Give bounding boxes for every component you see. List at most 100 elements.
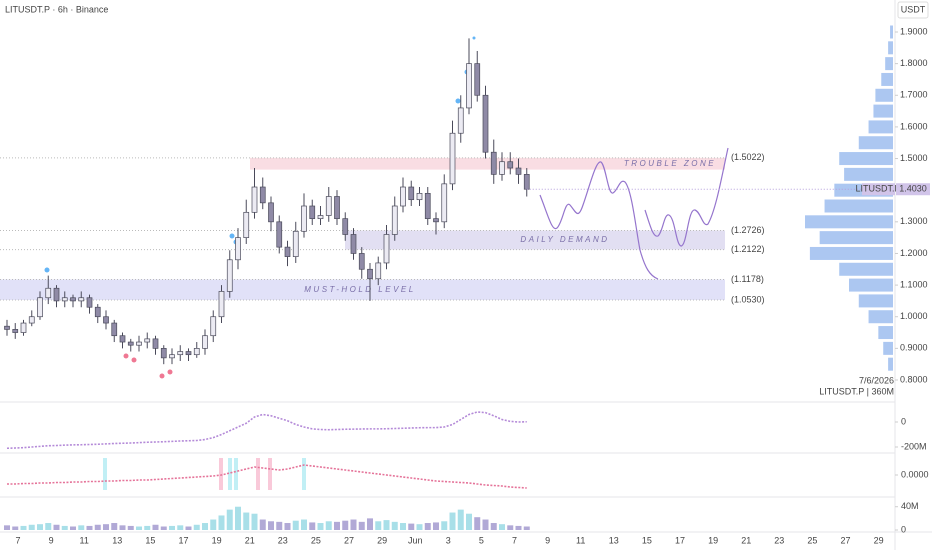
volume-bar [61, 525, 68, 530]
volume-bar [449, 512, 456, 530]
x-tick-label: Jun [408, 535, 423, 545]
y-tick-label: 1.8000 [900, 58, 928, 68]
volume-bar [416, 524, 423, 530]
volume-profile-bar [888, 357, 893, 371]
signal-dot [167, 369, 173, 375]
signal-dot [472, 36, 476, 40]
x-tick-label: 23 [278, 535, 288, 545]
x-tick-label: 19 [212, 535, 222, 545]
candle-body [507, 161, 514, 169]
x-tick-label: 29 [874, 535, 884, 545]
candle-body [391, 205, 398, 235]
volume-bar [499, 524, 505, 530]
candle-body [235, 237, 241, 261]
x-tick-label: 7 [15, 535, 20, 545]
highlight [256, 458, 260, 490]
y-tick-label: 1.0000 [900, 311, 928, 321]
candle-body [317, 215, 324, 220]
volume-profile-bar [849, 278, 893, 292]
volume-bar [375, 521, 382, 530]
candle-body [400, 186, 406, 207]
oscillator-line [6, 411, 527, 450]
x-tick-label: 27 [840, 535, 850, 545]
volume-bar [334, 521, 340, 530]
volume-profile-bar [890, 25, 893, 39]
x-tick-label: 13 [112, 535, 122, 545]
y-tick-label: 0.8000 [900, 374, 928, 384]
volume-profile-bar [878, 326, 893, 340]
volume-bar [358, 521, 365, 530]
volume-bar [400, 523, 406, 530]
volume-bar [515, 525, 522, 530]
forecast-path [539, 161, 659, 280]
candle-body [86, 297, 93, 308]
zone-label: TROUBLE ZONE [624, 159, 716, 168]
volume-bar [28, 524, 35, 530]
x-tick-label: 9 [49, 535, 54, 545]
candle-body [301, 205, 307, 232]
y-tick-label: 1.1000 [900, 279, 928, 289]
candle-body [70, 297, 76, 302]
candle-body [177, 351, 184, 356]
forecast-path [644, 147, 729, 247]
candle-body [144, 338, 151, 343]
signal-dot [455, 98, 461, 104]
candle-body [94, 306, 101, 318]
candle-body [375, 262, 382, 280]
candle-body [20, 322, 27, 333]
candle-body [226, 259, 233, 292]
volume-bar [466, 513, 472, 530]
y-tick-label: 1.3000 [900, 216, 928, 226]
volume-profile-bar [824, 199, 893, 213]
candle-body [350, 234, 357, 254]
volume-bar [408, 523, 415, 530]
candle-body [416, 192, 423, 201]
footer-info: LITUSDT.P | 360M [819, 386, 894, 396]
candle-body [325, 196, 332, 216]
volume-profile-bar [805, 215, 893, 229]
x-tick-label: 27 [344, 535, 354, 545]
volume-bar [284, 523, 291, 530]
volume-bar [490, 523, 497, 530]
zone-top-label: (1.5022) [731, 152, 765, 162]
x-tick-label: 5 [479, 535, 484, 545]
volume-profile-bar [868, 310, 893, 324]
candle-body [259, 186, 266, 204]
volume-bar [111, 523, 118, 530]
volume-bar [185, 526, 192, 530]
candle-body [383, 234, 390, 264]
candle-body [160, 348, 167, 359]
signal-dot [44, 267, 50, 273]
volume-bar [383, 520, 390, 530]
volume-bar [325, 521, 332, 530]
x-tick-label: 19 [708, 535, 718, 545]
volume-profile-bar [809, 246, 893, 260]
candle-body [457, 107, 464, 134]
currency-box[interactable] [897, 1, 929, 19]
candle-body [466, 63, 472, 109]
x-tick-label: 13 [609, 535, 619, 545]
volume-bar [160, 526, 167, 530]
volume-profile-bar [819, 231, 893, 245]
funding-highlights [103, 458, 306, 490]
candle-body [136, 341, 142, 346]
volume-bar [136, 526, 142, 530]
volume-profile-bar [858, 294, 893, 308]
y-tick-label: 0.0000 [901, 469, 929, 479]
volume-bar [433, 522, 439, 530]
candle-body [284, 246, 291, 257]
volume-bar [78, 525, 85, 530]
zone [250, 157, 725, 170]
candle-body [276, 221, 283, 248]
y-tick-label: 1.5000 [900, 153, 928, 163]
x-tick-label: 17 [178, 535, 188, 545]
x-tick-label: 11 [80, 535, 89, 545]
highlight [302, 458, 306, 490]
currency[interactable]: USDT [901, 4, 926, 14]
x-tick-label: 15 [642, 535, 652, 545]
candle-body [243, 211, 250, 238]
volume-bar [424, 523, 431, 530]
volume-bar [218, 515, 225, 530]
zone-label: DAILY DEMAND [520, 235, 609, 244]
highlight [219, 458, 223, 490]
